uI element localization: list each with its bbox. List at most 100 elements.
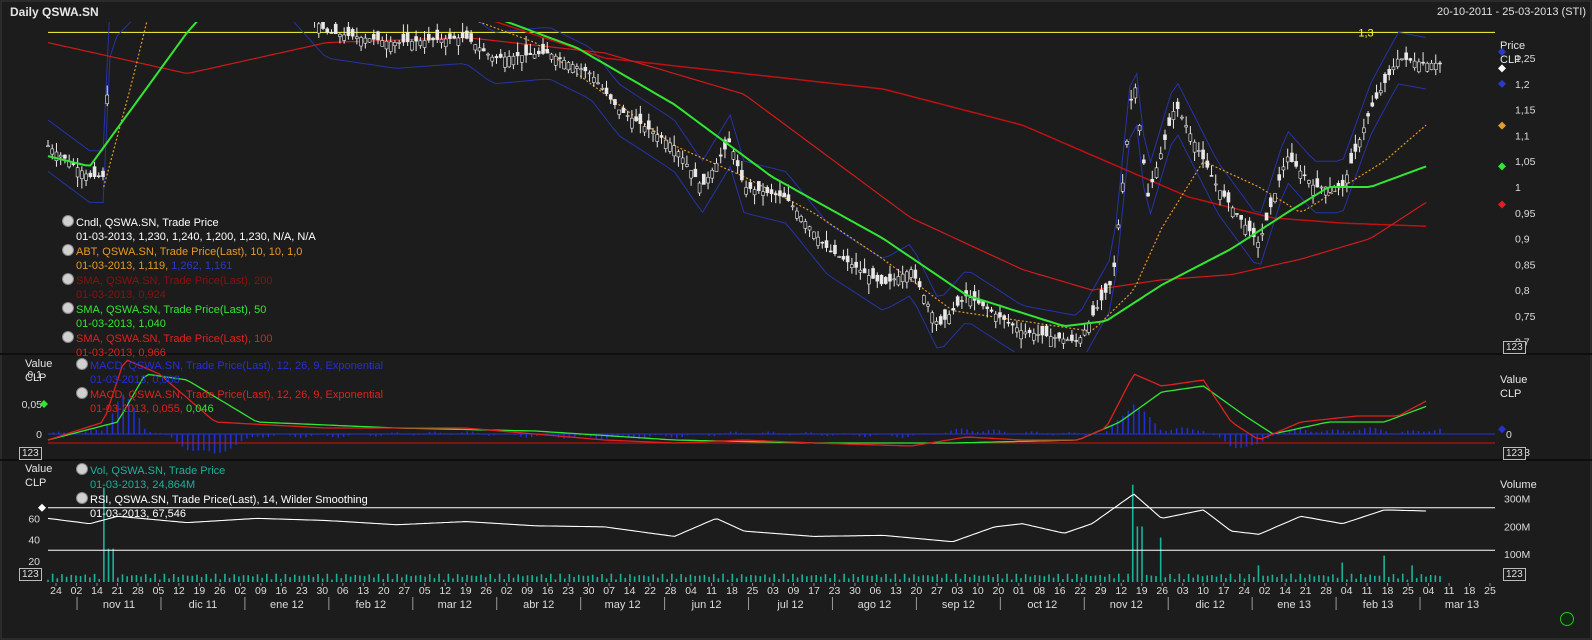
- legend-entry-sma200: SMA, QSWA.SN, Trade Price(Last), 200: [62, 273, 316, 288]
- candle-body: [1213, 183, 1218, 186]
- macd-left-scale-badge[interactable]: 123: [19, 447, 42, 460]
- legend-toggle-icon[interactable]: [76, 463, 88, 475]
- candle-body: [1302, 174, 1307, 177]
- candle-body: [1095, 307, 1100, 309]
- candle: [1421, 52, 1425, 66]
- connection-status-icon[interactable]: [1560, 612, 1574, 626]
- candle-body: [723, 139, 727, 150]
- candle-body: [553, 55, 558, 66]
- candle: [1053, 334, 1057, 348]
- legend-toggle-icon[interactable]: [76, 387, 88, 399]
- candle: [1277, 166, 1282, 188]
- candle-body: [587, 72, 592, 75]
- candle-body: [486, 53, 490, 56]
- legend-toggle-icon[interactable]: [62, 215, 74, 227]
- x-month-label: abr 12: [523, 599, 554, 611]
- candle: [613, 98, 617, 109]
- candle-body: [803, 221, 808, 229]
- x-day-label: 13: [890, 585, 902, 597]
- candle-body: [689, 170, 693, 179]
- candle: [46, 139, 50, 148]
- macd-left-axis-unit: CLP: [25, 372, 46, 384]
- candle: [1154, 161, 1159, 179]
- candle-body: [1218, 190, 1222, 200]
- macd-left-axis-title: Value: [25, 358, 52, 370]
- candle: [1378, 82, 1383, 96]
- sma200-line: [494, 22, 1427, 227]
- x-day-label: 19: [194, 585, 206, 597]
- candle-body: [1129, 98, 1133, 101]
- candle-body: [773, 193, 778, 196]
- candle-body: [1277, 174, 1282, 181]
- candle: [922, 294, 926, 306]
- candle: [414, 30, 418, 52]
- candle-body: [1315, 178, 1320, 188]
- x-day-label: 14: [91, 585, 103, 597]
- candle: [1438, 60, 1442, 73]
- candle-body: [524, 44, 528, 56]
- candle: [1239, 215, 1243, 229]
- candle: [604, 80, 609, 96]
- candle-body: [367, 38, 372, 43]
- candle: [867, 269, 871, 295]
- x-day-label: 28: [665, 585, 677, 597]
- x-month-label: mar 13: [1445, 599, 1479, 611]
- candle-body: [118, 4, 121, 7]
- candle: [579, 63, 583, 79]
- candle-body: [1433, 62, 1438, 71]
- legend-toggle-icon[interactable]: [62, 302, 74, 314]
- x-day-label: 19: [460, 585, 472, 597]
- x-month-label: nov 12: [1110, 599, 1143, 611]
- candle: [511, 53, 516, 70]
- candle-body: [1065, 339, 1070, 342]
- candle-body: [1103, 283, 1108, 293]
- volume-scale-badge[interactable]: 123: [1503, 568, 1526, 581]
- candle: [1243, 218, 1248, 237]
- candle: [968, 290, 973, 309]
- x-day-label: 11: [1362, 585, 1373, 597]
- candle-body: [1298, 170, 1303, 179]
- x-day-label: 12: [439, 585, 451, 597]
- candle-body: [625, 115, 630, 117]
- legend-value-rsi: 01-03-2013, 67,546: [90, 508, 187, 520]
- legend-toggle-icon[interactable]: [62, 331, 74, 343]
- legend-toggle-icon[interactable]: [62, 244, 74, 256]
- candle: [685, 155, 689, 168]
- macd-right-scale-badge[interactable]: 123: [1503, 447, 1526, 460]
- x-day-label: 24: [50, 585, 62, 597]
- candle-body: [575, 66, 579, 69]
- candle-body: [769, 189, 774, 195]
- x-day-label: 03: [952, 585, 964, 597]
- candle: [748, 178, 753, 193]
- macd-left-tick: 0: [36, 429, 42, 441]
- candle: [84, 169, 88, 187]
- price-scale-badge[interactable]: 123: [1503, 341, 1526, 354]
- candle-body: [875, 274, 880, 282]
- candle: [1133, 83, 1138, 104]
- candle: [553, 53, 558, 71]
- candle-body: [968, 297, 973, 307]
- candle-body: [917, 281, 922, 288]
- x-month-label: dic 12: [1196, 599, 1225, 611]
- candle-body: [938, 316, 943, 325]
- macd-right-marker-icon: [1498, 425, 1506, 434]
- candle: [706, 171, 710, 190]
- legend-entry-sma50: SMA, QSWA.SN, Trade Price(Last), 50: [62, 302, 316, 317]
- legend-toggle-icon[interactable]: [76, 492, 88, 504]
- legend-toggle-icon[interactable]: [62, 273, 74, 285]
- candle-body: [1082, 329, 1087, 336]
- candle-body: [63, 154, 67, 159]
- candle: [1362, 118, 1366, 141]
- candle-body: [1099, 289, 1104, 301]
- candle-body: [1378, 90, 1383, 94]
- candle: [799, 214, 803, 224]
- legend-toggle-icon[interactable]: [76, 358, 88, 370]
- candle: [1340, 174, 1345, 197]
- candle: [676, 149, 681, 167]
- candle: [1285, 148, 1290, 170]
- candle-body: [405, 32, 410, 43]
- rsi-scale-badge[interactable]: 123: [19, 568, 42, 581]
- candle-body: [833, 244, 837, 255]
- candle-body: [1235, 213, 1239, 215]
